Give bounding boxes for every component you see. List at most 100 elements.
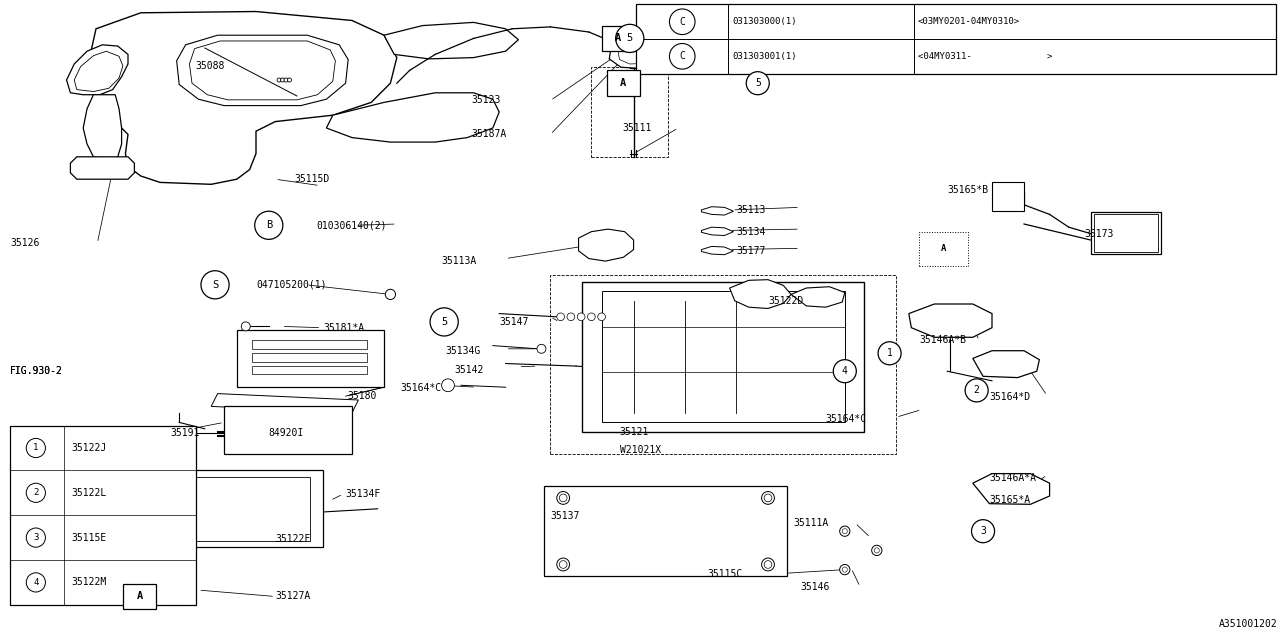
- Text: 35122F: 35122F: [275, 534, 311, 544]
- Bar: [10, 426, 196, 605]
- Circle shape: [430, 308, 458, 336]
- Text: 35115E: 35115E: [72, 532, 108, 543]
- Circle shape: [842, 529, 847, 534]
- Circle shape: [559, 561, 567, 568]
- Circle shape: [442, 379, 454, 392]
- Text: 1: 1: [33, 444, 38, 452]
- Polygon shape: [177, 35, 348, 106]
- Bar: [636, 4, 1276, 74]
- Text: 010306140(2): 010306140(2): [316, 220, 387, 230]
- Text: 35147: 35147: [499, 317, 529, 327]
- Bar: [182, 477, 310, 541]
- Bar: [550, 275, 896, 454]
- Circle shape: [567, 313, 575, 321]
- Circle shape: [26, 483, 46, 502]
- Circle shape: [559, 494, 567, 502]
- Circle shape: [26, 573, 46, 592]
- Circle shape: [833, 360, 856, 383]
- Circle shape: [280, 78, 284, 82]
- Polygon shape: [609, 35, 666, 68]
- Text: 35122D: 35122D: [768, 296, 804, 306]
- Text: 5: 5: [442, 317, 447, 327]
- Polygon shape: [90, 12, 397, 184]
- Circle shape: [669, 9, 695, 35]
- Text: 35122J: 35122J: [72, 443, 108, 453]
- Circle shape: [26, 438, 46, 458]
- Text: 35126: 35126: [10, 237, 40, 248]
- Bar: [169, 470, 323, 547]
- Bar: [607, 70, 640, 96]
- Text: 35134F: 35134F: [346, 489, 381, 499]
- Text: 35121: 35121: [620, 427, 649, 437]
- Text: 35134G: 35134G: [445, 346, 481, 356]
- Bar: [919, 232, 968, 266]
- Bar: [123, 584, 156, 609]
- Circle shape: [840, 526, 850, 536]
- Polygon shape: [909, 304, 992, 337]
- Text: C: C: [680, 17, 685, 27]
- Text: 35187A: 35187A: [471, 129, 507, 140]
- Bar: [582, 282, 864, 432]
- Circle shape: [965, 379, 988, 402]
- Circle shape: [762, 492, 774, 504]
- Text: 2: 2: [974, 385, 979, 396]
- Text: 5: 5: [627, 33, 632, 44]
- Text: 35173: 35173: [1084, 228, 1114, 239]
- Circle shape: [26, 528, 46, 547]
- Bar: [237, 330, 384, 387]
- Bar: [591, 67, 668, 157]
- Text: C: C: [680, 51, 685, 61]
- Polygon shape: [579, 229, 634, 261]
- Circle shape: [878, 342, 901, 365]
- Text: 3: 3: [33, 533, 38, 542]
- Text: A: A: [621, 78, 626, 88]
- Circle shape: [872, 545, 882, 556]
- Polygon shape: [326, 93, 499, 142]
- Text: 35146A*A: 35146A*A: [989, 473, 1037, 483]
- Circle shape: [241, 322, 251, 331]
- Text: S: S: [212, 280, 218, 290]
- Text: W21021X: W21021X: [620, 445, 660, 455]
- Polygon shape: [70, 157, 134, 179]
- Circle shape: [842, 567, 847, 572]
- Text: 35113: 35113: [736, 205, 765, 215]
- Text: A351001202: A351001202: [1219, 619, 1277, 629]
- Text: 35180: 35180: [347, 391, 376, 401]
- Circle shape: [385, 289, 396, 300]
- Text: 35134: 35134: [736, 227, 765, 237]
- Polygon shape: [67, 45, 128, 95]
- Text: FIG.930-2: FIG.930-2: [10, 366, 63, 376]
- Circle shape: [840, 564, 850, 575]
- Text: FIG.930-2: FIG.930-2: [10, 366, 63, 376]
- Circle shape: [616, 24, 644, 52]
- Text: 35088: 35088: [196, 61, 225, 71]
- Text: A: A: [137, 591, 142, 602]
- Text: 031303000(1): 031303000(1): [732, 17, 796, 26]
- Text: 35115C: 35115C: [708, 569, 744, 579]
- Bar: [224, 406, 352, 454]
- Text: 35122L: 35122L: [72, 488, 108, 498]
- Text: 35137: 35137: [550, 511, 580, 522]
- Text: <04MY0311-              >: <04MY0311- >: [918, 52, 1052, 61]
- Text: 35142: 35142: [454, 365, 484, 375]
- Text: 35165*A: 35165*A: [989, 495, 1030, 506]
- Polygon shape: [730, 280, 791, 308]
- Circle shape: [874, 548, 879, 553]
- Polygon shape: [83, 95, 122, 160]
- Circle shape: [201, 271, 229, 299]
- Text: 1: 1: [887, 348, 892, 358]
- Polygon shape: [211, 394, 358, 413]
- Text: 35113A: 35113A: [442, 256, 477, 266]
- Circle shape: [557, 492, 570, 504]
- Text: 84920I: 84920I: [269, 428, 305, 438]
- Circle shape: [276, 78, 282, 82]
- Text: 4: 4: [33, 578, 38, 587]
- Text: 35191: 35191: [170, 428, 200, 438]
- Text: 5: 5: [755, 78, 760, 88]
- Circle shape: [288, 78, 292, 82]
- Circle shape: [255, 211, 283, 239]
- Bar: [1091, 212, 1161, 254]
- Polygon shape: [701, 246, 733, 255]
- Circle shape: [762, 558, 774, 571]
- Bar: [252, 353, 367, 362]
